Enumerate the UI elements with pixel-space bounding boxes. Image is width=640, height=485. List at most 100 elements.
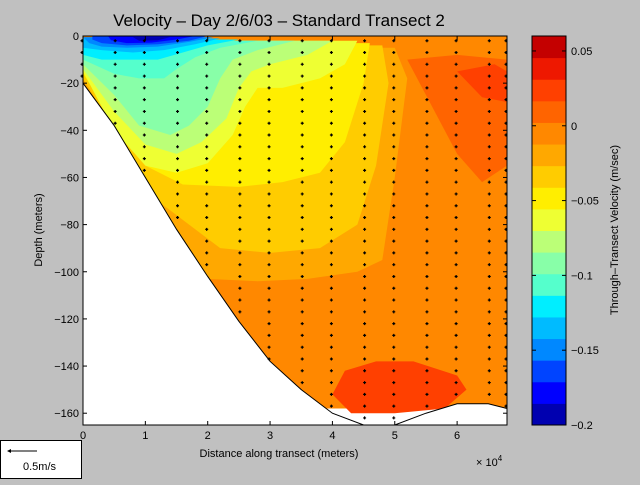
colorbar-segment xyxy=(532,144,566,167)
sample-point xyxy=(425,51,429,55)
sample-point xyxy=(267,251,271,255)
sample-point xyxy=(329,392,333,396)
sample-point xyxy=(425,310,429,314)
sample-point xyxy=(363,239,367,243)
sample-point xyxy=(487,145,491,149)
sample-point xyxy=(487,392,491,396)
sample-point xyxy=(142,74,146,78)
sample-point xyxy=(425,145,429,149)
sample-point xyxy=(300,216,304,220)
sample-point xyxy=(267,133,271,137)
sample-point xyxy=(142,145,146,149)
sample-point xyxy=(267,345,271,349)
sample-point xyxy=(300,310,304,314)
contour-band-darkest-blue xyxy=(132,37,171,41)
sample-point xyxy=(300,145,304,149)
sample-point xyxy=(329,286,333,290)
sample-point xyxy=(425,180,429,184)
colorbar-segment xyxy=(532,79,566,102)
sample-point xyxy=(363,98,367,102)
sample-point xyxy=(238,168,242,172)
sample-point xyxy=(454,98,458,102)
x-axis-multiplier-base: × 10 xyxy=(476,457,498,469)
sample-point xyxy=(392,298,396,302)
sample-point xyxy=(238,121,242,125)
sample-point xyxy=(205,51,209,55)
sample-point xyxy=(487,62,491,66)
sample-point xyxy=(300,274,304,278)
contour-band-deep-red-pool xyxy=(332,361,467,414)
sample-point xyxy=(267,239,271,243)
y-tick-label: −60 xyxy=(60,172,79,184)
y-tick-label: −20 xyxy=(60,78,79,90)
sample-point xyxy=(487,357,491,361)
sample-point xyxy=(238,227,242,231)
sample-point xyxy=(300,286,304,290)
sample-point xyxy=(363,404,367,408)
sample-point xyxy=(176,192,180,196)
sample-point xyxy=(487,39,491,43)
x-tick-label: 5 xyxy=(392,430,398,442)
sample-point xyxy=(267,227,271,231)
sample-point xyxy=(454,180,458,184)
contour-band-surface-red-right xyxy=(457,64,507,103)
sample-point xyxy=(329,404,333,408)
colorbar-segment xyxy=(532,208,566,231)
sample-point xyxy=(392,86,396,90)
sample-point xyxy=(487,74,491,78)
sample-point xyxy=(205,227,209,231)
sample-point xyxy=(300,345,304,349)
sample-point xyxy=(363,121,367,125)
sample-point xyxy=(454,121,458,125)
sample-point xyxy=(238,51,242,55)
sample-point xyxy=(454,274,458,278)
sample-point xyxy=(205,192,209,196)
sample-point xyxy=(329,109,333,113)
sample-point xyxy=(363,145,367,149)
sample-point xyxy=(487,192,491,196)
sample-point xyxy=(363,204,367,208)
sample-point xyxy=(238,274,242,278)
sample-point xyxy=(300,333,304,337)
sample-point xyxy=(329,62,333,66)
sample-point xyxy=(392,416,396,420)
sample-point xyxy=(425,274,429,278)
sample-point xyxy=(363,74,367,78)
sample-point xyxy=(300,192,304,196)
sample-point xyxy=(329,98,333,102)
sample-point xyxy=(363,227,367,231)
y-tick-label: −40 xyxy=(60,125,79,137)
sample-point xyxy=(300,357,304,361)
sample-point xyxy=(238,62,242,66)
sample-point xyxy=(363,392,367,396)
colorbar-frame xyxy=(531,35,567,426)
colorbar-segment xyxy=(532,187,566,210)
sample-point xyxy=(363,322,367,326)
sample-point xyxy=(425,86,429,90)
sample-point xyxy=(300,263,304,267)
sample-point xyxy=(487,239,491,243)
colorbar-segment xyxy=(532,360,566,383)
sample-point xyxy=(329,133,333,137)
sample-point xyxy=(205,62,209,66)
sample-point xyxy=(176,180,180,184)
sample-point xyxy=(425,39,429,43)
sample-point xyxy=(205,98,209,102)
sample-point xyxy=(363,286,367,290)
sample-point xyxy=(267,86,271,90)
sample-point xyxy=(267,310,271,314)
sample-point xyxy=(238,180,242,184)
sample-point xyxy=(238,74,242,78)
sample-point xyxy=(205,168,209,172)
colorbar-segment xyxy=(532,57,566,80)
sample-point xyxy=(300,298,304,302)
sample-point xyxy=(113,109,117,113)
sample-point xyxy=(454,133,458,137)
sample-point xyxy=(113,74,117,78)
sample-point xyxy=(454,192,458,196)
sample-point xyxy=(454,333,458,337)
chart-title: Velocity – Day 2/6/03 – Standard Transec… xyxy=(113,11,445,30)
sample-point xyxy=(113,121,117,125)
sample-point xyxy=(363,39,367,43)
sample-point xyxy=(392,251,396,255)
